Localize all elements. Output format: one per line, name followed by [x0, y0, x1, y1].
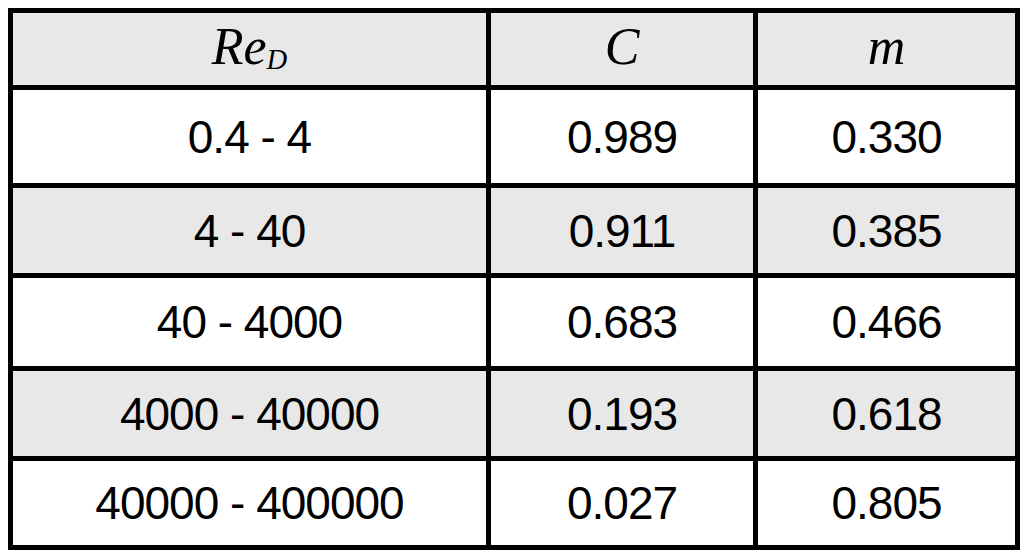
re-symbol: Re: [212, 17, 267, 76]
cell-re-range: 40000 - 400000: [13, 461, 486, 545]
header-cell-re: ReD: [13, 13, 486, 85]
header-cell-m: m: [758, 13, 1015, 85]
re-subscript: D: [267, 44, 288, 76]
cell-m-value: 0.466: [758, 278, 1015, 366]
cell-m-value: 0.618: [758, 371, 1015, 456]
cell-m-value: 0.385: [758, 188, 1015, 273]
cell-re-range: 4 - 40: [13, 188, 486, 273]
correlation-table: ReD C m 0.4 - 4 0.989 0.330 4 - 40 0.911…: [8, 8, 1020, 550]
m-symbol: m: [868, 17, 906, 76]
cell-re-range: 40 - 4000: [13, 278, 486, 366]
cell-re-range: 0.4 - 4: [13, 90, 486, 183]
cell-c-value: 0.683: [491, 278, 753, 366]
cell-re-range: 4000 - 40000: [13, 371, 486, 456]
cell-c-value: 0.911: [491, 188, 753, 273]
cell-m-value: 0.330: [758, 90, 1015, 183]
cell-c-value: 0.989: [491, 90, 753, 183]
cell-c-value: 0.027: [491, 461, 753, 545]
header-cell-c: C: [491, 13, 753, 85]
cell-c-value: 0.193: [491, 371, 753, 456]
cell-m-value: 0.805: [758, 461, 1015, 545]
c-symbol: C: [605, 17, 640, 76]
